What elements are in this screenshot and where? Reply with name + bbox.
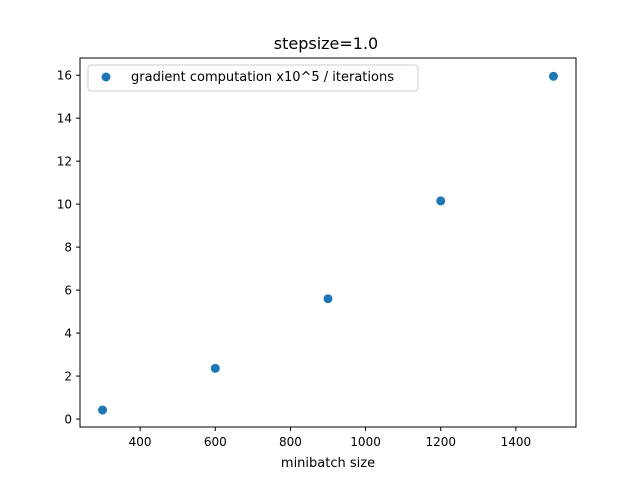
y-tick-label: 2 [64,370,72,384]
plot-frame [79,57,577,428]
x-axis-label: minibatch size [281,456,375,471]
legend-label: gradient computation x10^5 / iterations [131,70,394,85]
x-tick-label: 600 [204,435,227,449]
x-tick-label: 800 [279,435,302,449]
x-axis: 400 600 800 1000 1200 1400 [129,427,531,449]
x-tick-label: 1200 [425,435,456,449]
y-tick-label: 0 [64,413,72,427]
data-point [436,196,446,206]
legend-box [87,64,419,92]
data-point [323,294,333,304]
y-tick-label: 6 [64,284,72,298]
y-tick-label: 4 [64,327,72,341]
x-tick-label: 1000 [350,435,381,449]
data-point [548,71,558,81]
data-point [210,363,220,373]
y-tick-label: 14 [57,112,72,126]
legend: gradient computation x10^5 / iterations [87,64,419,92]
data-point [98,405,108,415]
x-tick-label: 400 [129,435,152,449]
y-tick-label: 10 [57,198,72,212]
y-tick-label: 16 [57,69,72,83]
y-axis: 0 2 4 6 8 10 12 14 16 [57,69,80,427]
legend-marker [101,72,111,82]
y-tick-label: 8 [64,241,72,255]
y-tick-label: 12 [57,155,72,169]
plot-layer [98,71,558,415]
x-tick-label: 1400 [501,435,532,449]
chart-title: stepsize=1.0 [274,34,378,53]
